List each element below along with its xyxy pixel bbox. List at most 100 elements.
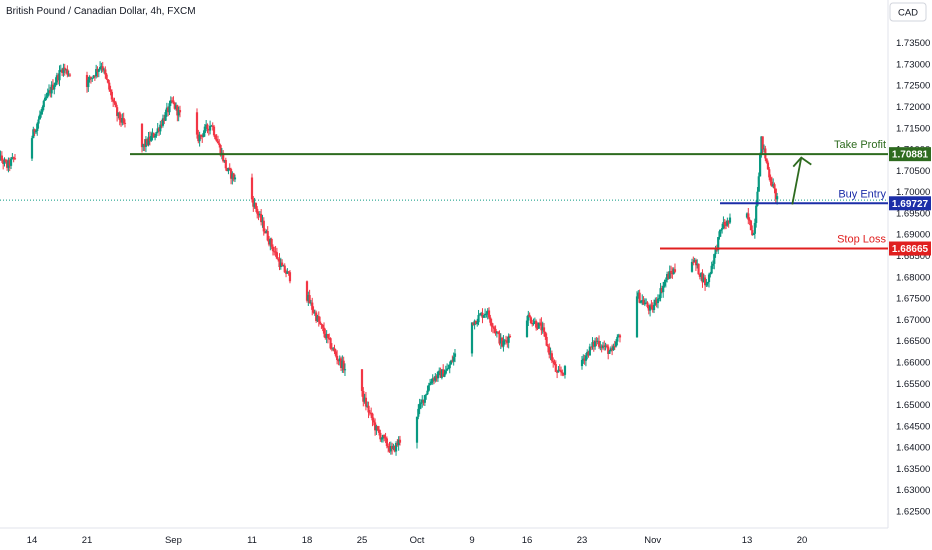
candle-body xyxy=(473,320,476,326)
candle-body xyxy=(447,368,450,370)
currency-box[interactable] xyxy=(889,2,927,22)
candle-body xyxy=(724,225,728,227)
candle-body xyxy=(726,220,729,226)
buy-entry-label: Buy Entry xyxy=(838,188,886,200)
candle-body xyxy=(502,340,505,347)
candle-body xyxy=(256,208,259,214)
candle-body xyxy=(7,160,10,168)
candle-body xyxy=(601,345,605,348)
candle-body xyxy=(216,141,220,144)
candle-body xyxy=(121,117,124,123)
x-tick-label: Oct xyxy=(410,535,425,546)
y-tick-label: 1.68500 xyxy=(896,251,930,262)
candle-body xyxy=(647,306,650,311)
candle-body xyxy=(600,346,603,348)
candle-body xyxy=(541,327,544,331)
candle-body xyxy=(89,77,93,79)
candle-body xyxy=(718,231,721,238)
x-tick-label: 16 xyxy=(522,535,533,546)
candle-body xyxy=(556,371,559,373)
candle-body xyxy=(326,334,330,339)
candle-body xyxy=(753,222,756,234)
candle-body xyxy=(485,313,488,315)
candle-body xyxy=(422,399,425,403)
candle-body xyxy=(701,272,704,283)
candle-body xyxy=(770,181,773,187)
candle-body xyxy=(376,426,379,430)
candle-body xyxy=(664,279,667,282)
candle-body xyxy=(119,119,123,123)
candle-body xyxy=(87,79,90,88)
candle-body xyxy=(283,265,286,273)
candle-body xyxy=(446,368,449,371)
candle-body xyxy=(558,369,561,371)
candle-body xyxy=(203,126,206,133)
candle-body xyxy=(364,397,368,407)
candle-body xyxy=(227,168,230,172)
candle-body xyxy=(311,302,314,310)
candle-body xyxy=(707,274,711,283)
candle-body xyxy=(609,348,612,352)
candle-body xyxy=(315,312,318,322)
candle-body xyxy=(721,228,724,230)
candle-body xyxy=(641,300,644,302)
candle-body xyxy=(499,338,502,344)
candle-body xyxy=(507,335,510,343)
candle-body xyxy=(174,105,178,109)
y-tick-label: 1.65000 xyxy=(896,400,930,411)
candle-body xyxy=(8,160,11,166)
candle-body xyxy=(40,111,43,115)
candle-body xyxy=(151,133,154,136)
candle-body xyxy=(67,74,70,76)
candle-body xyxy=(765,158,768,163)
candle-body xyxy=(343,369,347,371)
candle-body xyxy=(155,132,158,136)
candle-body xyxy=(702,277,705,283)
y-tick-label: 1.64500 xyxy=(896,421,930,432)
y-tick-label: 1.63500 xyxy=(896,464,930,475)
candle-body xyxy=(281,262,284,267)
candle-body xyxy=(562,373,565,375)
candle-body xyxy=(305,281,309,301)
candle-body xyxy=(423,395,426,403)
x-tick-label: 21 xyxy=(82,535,93,546)
candle-body xyxy=(318,321,322,324)
candle-body xyxy=(672,269,675,275)
candle-body xyxy=(607,346,610,354)
candle-body xyxy=(552,360,555,362)
candle-body xyxy=(645,302,648,304)
candle-body xyxy=(648,305,652,311)
candle-body xyxy=(611,348,614,351)
candle-body xyxy=(61,69,64,73)
candle-body xyxy=(212,126,216,136)
y-axis[interactable]: 1.735001.730001.725001.720001.715001.710… xyxy=(896,38,930,517)
chart-title: British Pound / Canadian Dollar, 4h, FXC… xyxy=(6,6,196,17)
candle-body xyxy=(373,422,377,431)
candle-body xyxy=(655,299,658,304)
candle-body xyxy=(199,134,203,136)
candle-body xyxy=(201,135,204,138)
candle-body xyxy=(442,369,445,377)
candle-body xyxy=(274,251,277,253)
candle-body xyxy=(228,168,231,170)
candle-body xyxy=(452,356,455,362)
candle-body xyxy=(696,263,699,266)
x-axis[interactable]: 14 21 Sep 11 18 25 Oct 9 16 23 Nov 13 20 xyxy=(27,535,808,546)
candle-body xyxy=(486,310,489,314)
x-tick-label: 23 xyxy=(577,535,588,546)
candle-body xyxy=(232,173,235,180)
candle-body xyxy=(643,303,646,305)
candle-body xyxy=(396,442,399,446)
candle-body xyxy=(222,152,225,162)
y-tick-label: 1.73000 xyxy=(896,59,930,70)
candle-body xyxy=(453,353,457,357)
candle-body xyxy=(728,217,732,223)
candle-body xyxy=(723,222,726,226)
candle-body xyxy=(772,184,775,187)
candle-body xyxy=(143,143,146,147)
candle-body xyxy=(284,272,288,274)
candle-body xyxy=(705,283,708,286)
candle-body xyxy=(470,322,474,354)
candle-body xyxy=(582,358,585,360)
